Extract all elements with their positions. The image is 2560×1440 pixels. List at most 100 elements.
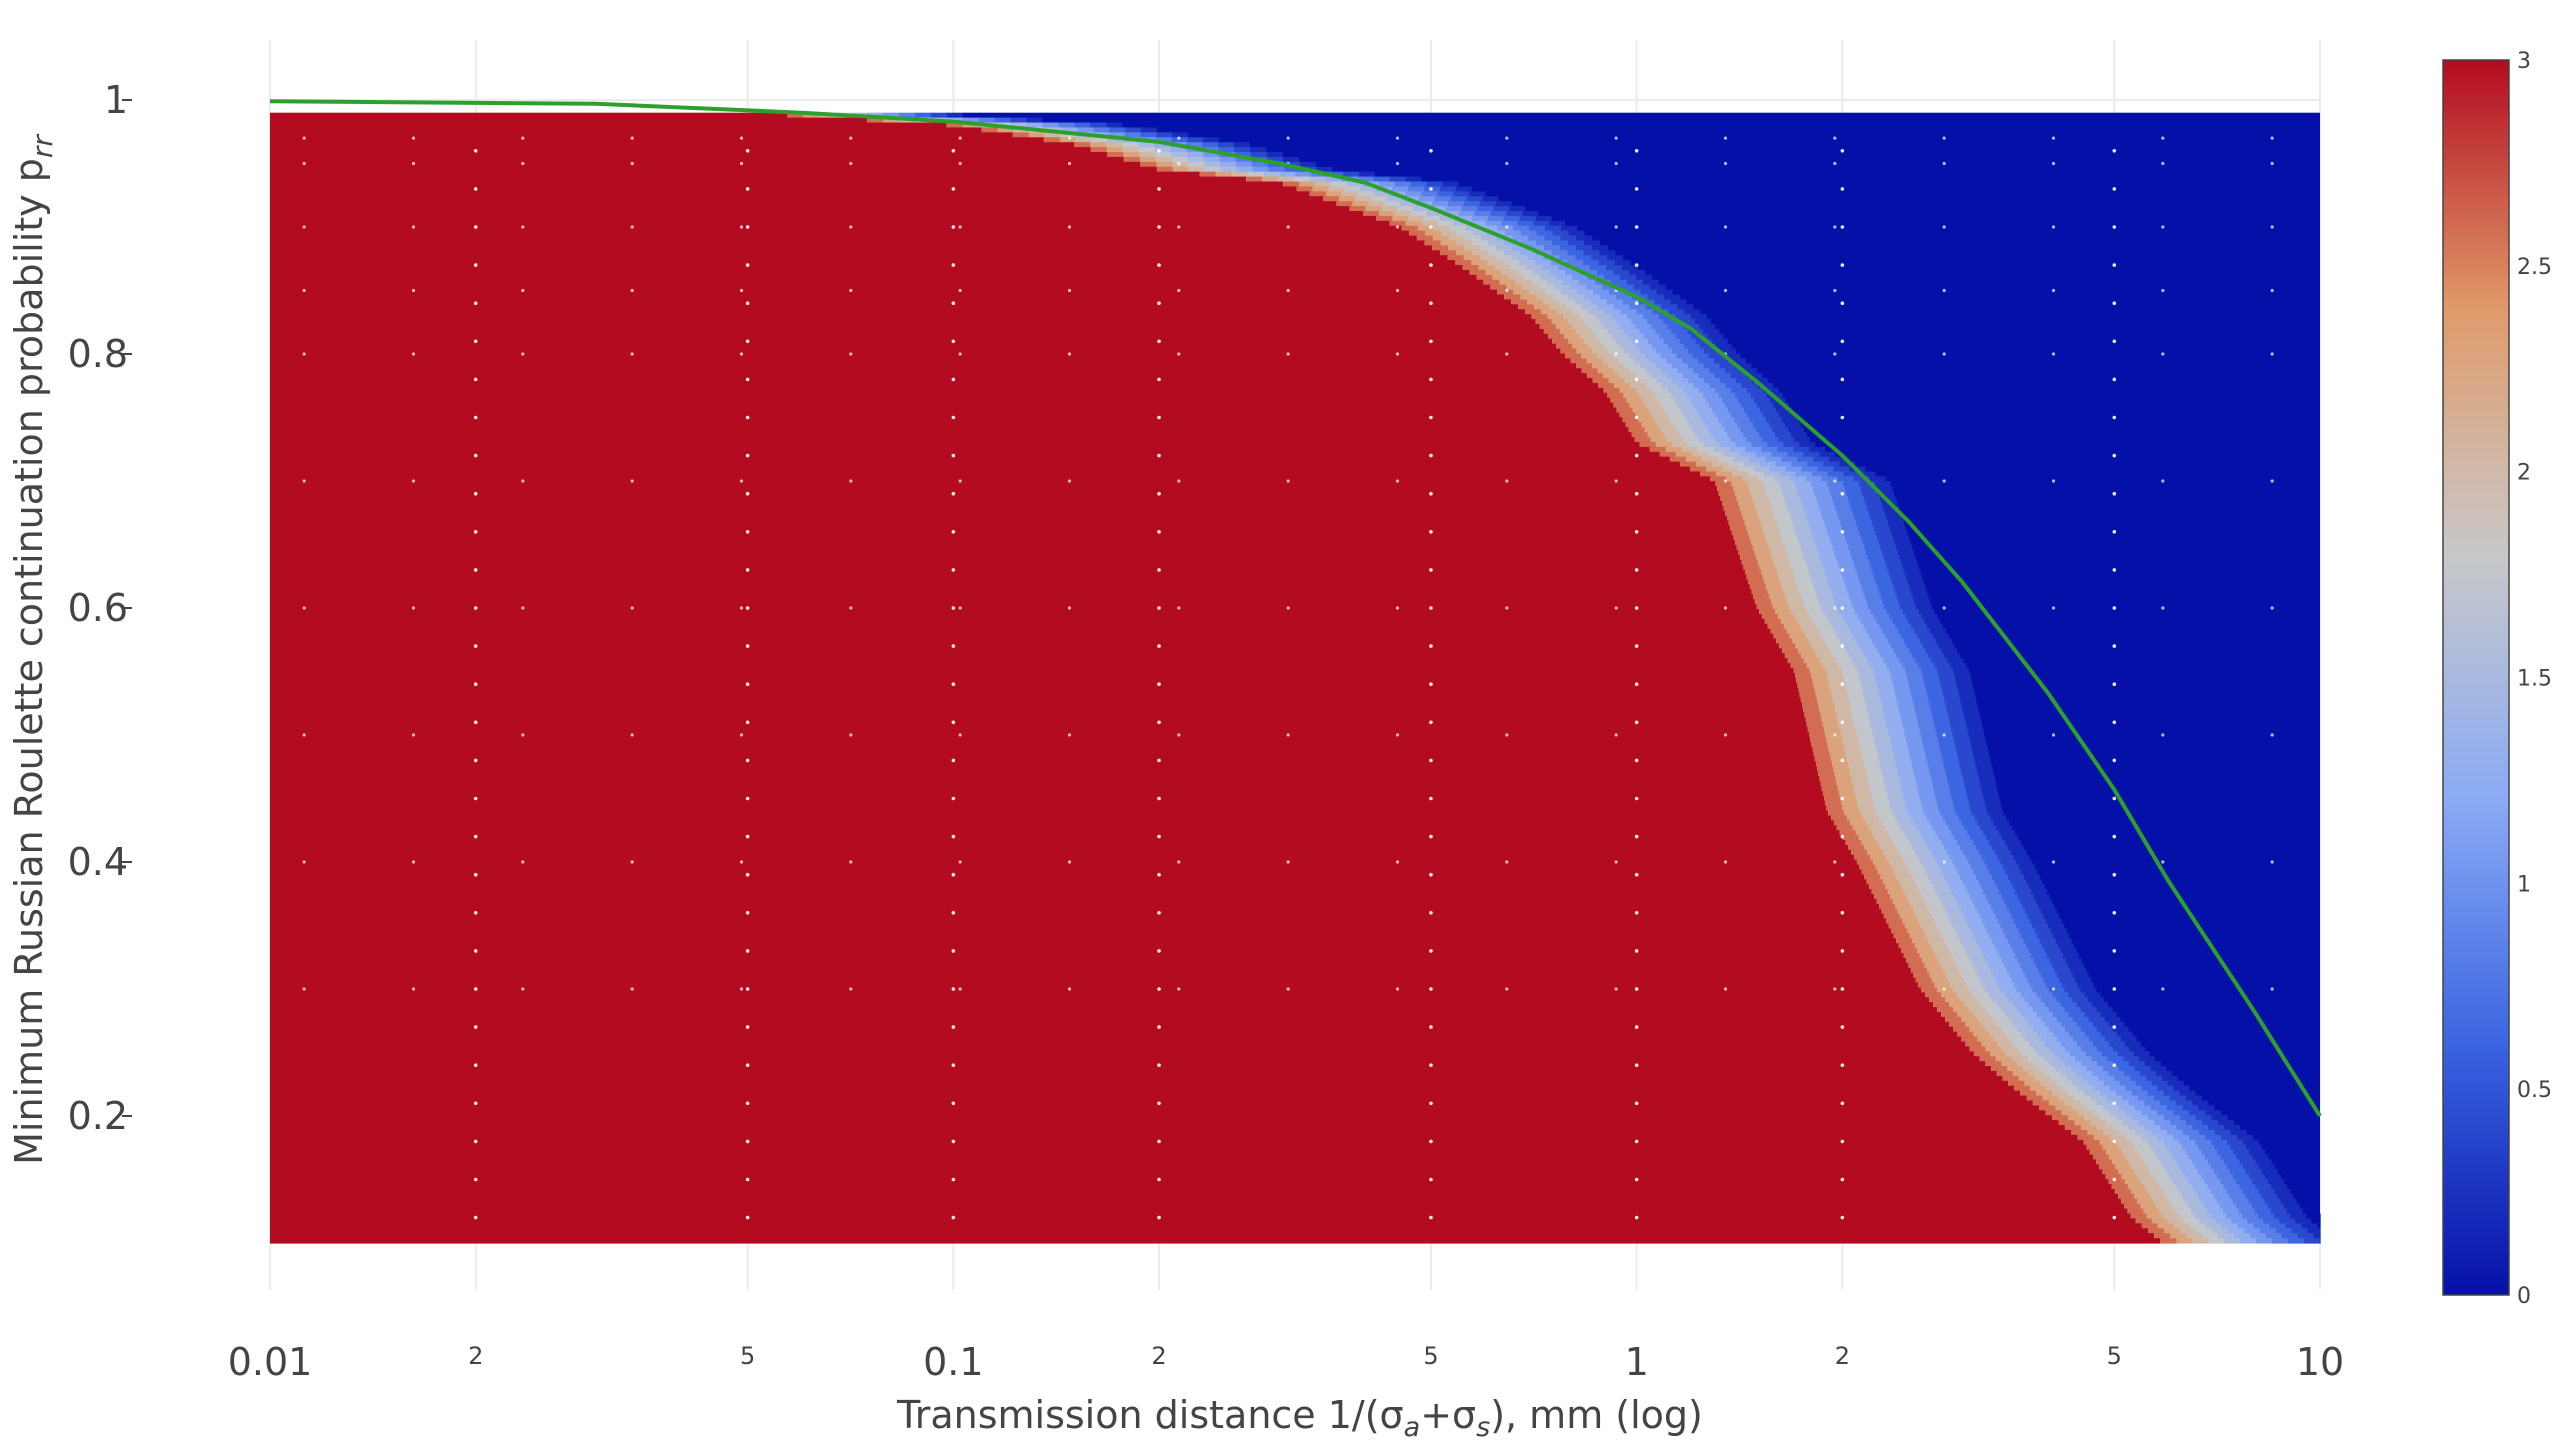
heatmap-cell xyxy=(1043,137,1061,143)
heatmap-cell xyxy=(1791,432,1808,438)
heatmap-cell xyxy=(1862,491,1879,497)
heatmap-cell xyxy=(2069,933,2086,939)
heatmap-row xyxy=(270,658,2320,664)
heatmap-cell xyxy=(1799,589,1816,595)
heatmap-cell xyxy=(1763,481,1780,487)
grid-dot xyxy=(1157,263,1161,267)
heatmap-cell xyxy=(270,584,1750,590)
heatmap-cell xyxy=(2123,1056,2140,1062)
heatmap-cell xyxy=(2307,1228,2321,1234)
grid-dot xyxy=(1723,733,1728,737)
heatmap-row xyxy=(270,432,2320,438)
heatmap-cell xyxy=(270,967,1911,974)
heatmap-cell xyxy=(1903,953,1921,959)
heatmap-cell xyxy=(1919,795,1937,802)
heatmap-cell xyxy=(1912,874,1929,880)
heatmap-cell xyxy=(2271,1184,2288,1190)
heatmap-cell xyxy=(2173,1134,2190,1141)
heatmap-cell xyxy=(2028,1002,2046,1008)
heatmap-cell xyxy=(1440,215,1457,222)
heatmap-cell xyxy=(1829,456,1846,463)
grid-dot xyxy=(1614,225,1618,229)
heatmap-cell xyxy=(1997,982,2015,989)
heatmap-cell xyxy=(2081,1046,2098,1052)
heatmap-cell xyxy=(2076,948,2093,954)
heatmap-cell xyxy=(1681,446,1699,453)
heatmap-cell xyxy=(1948,948,1966,954)
heatmap-cell xyxy=(1983,795,2001,802)
heatmap-cell xyxy=(1567,215,2320,222)
heatmap-cell xyxy=(2274,1164,2292,1170)
heatmap-cell xyxy=(1235,137,2320,143)
heatmap-cell xyxy=(1816,496,1833,502)
heatmap-cell xyxy=(2045,982,2063,989)
heatmap-cell xyxy=(1676,427,1693,433)
heatmap-cell xyxy=(2077,1134,2095,1141)
heatmap-cell xyxy=(2246,1129,2264,1136)
heatmap-cell xyxy=(1752,545,1770,551)
heatmap-cell xyxy=(1930,707,1948,713)
heatmap-cell xyxy=(2048,1100,2066,1106)
heatmap-cell xyxy=(1778,525,1795,532)
heatmap-cell xyxy=(1657,422,1674,428)
heatmap-cell xyxy=(2013,982,2031,989)
heatmap-cell xyxy=(1953,957,1971,964)
heatmap-cell xyxy=(1985,805,2003,812)
heatmap-cell xyxy=(2042,1095,2059,1102)
heatmap-cell xyxy=(1651,343,1669,350)
heatmap-cell xyxy=(1837,476,1855,482)
heatmap-cell xyxy=(1874,894,1891,900)
heatmap-cell xyxy=(1410,181,1428,188)
grid-dot xyxy=(1157,1139,1161,1144)
heatmap-cell xyxy=(1951,795,1969,802)
heatmap-cell xyxy=(2088,1080,2105,1087)
heatmap-cell xyxy=(1389,176,1407,183)
heatmap-cell xyxy=(1263,171,1280,178)
heatmap-cell xyxy=(1870,663,1887,669)
grid-dot xyxy=(1157,644,1161,648)
heatmap-cell xyxy=(2111,1184,2129,1190)
heatmap-row xyxy=(270,1125,2320,1131)
heatmap-cell xyxy=(1010,122,1027,129)
heatmap-cell xyxy=(2049,1061,2066,1067)
heatmap-row xyxy=(270,717,2320,723)
heatmap-cell xyxy=(270,957,1906,964)
heatmap-cell xyxy=(1448,235,1466,242)
heatmap-cell xyxy=(2008,1080,2025,1087)
heatmap-cell xyxy=(1740,402,1758,409)
heatmap-cell xyxy=(1499,279,1516,286)
heatmap-cell xyxy=(1581,353,1598,360)
heatmap-cell xyxy=(1903,889,1921,895)
heatmap-cell xyxy=(1613,368,1630,374)
heatmap-cell xyxy=(1785,397,1803,404)
heatmap-cell xyxy=(270,756,1815,762)
heatmap-cell xyxy=(1940,962,1957,969)
heatmap-cell xyxy=(2042,849,2320,856)
heatmap-cell xyxy=(2299,1203,2317,1210)
grid-dot xyxy=(951,796,956,801)
heatmap-cell xyxy=(1848,697,1866,704)
heatmap-cell xyxy=(2128,1125,2146,1131)
heatmap-cell xyxy=(1636,343,1653,350)
heatmap-cell xyxy=(1504,294,1521,301)
series-line xyxy=(269,99,2322,1118)
heatmap-cell xyxy=(1090,122,1107,129)
heatmap-cell xyxy=(2216,1198,2234,1205)
heatmap-cell xyxy=(1581,368,1599,374)
heatmap-cell xyxy=(1044,132,1062,138)
heatmap-cell xyxy=(1801,594,1818,600)
heatmap-cell xyxy=(2293,1193,2310,1200)
x-tick-label-major: 10 xyxy=(2296,1340,2344,1384)
heatmap-cell xyxy=(1980,825,1997,831)
heatmap-cell xyxy=(1883,913,1901,920)
heatmap-cell xyxy=(1910,815,1928,821)
heatmap-cell xyxy=(1865,466,1882,473)
heatmap-cell xyxy=(1595,314,1612,320)
heatmap-cell xyxy=(1973,648,2320,654)
heatmap-cell xyxy=(1938,805,1955,812)
heatmap-cell xyxy=(1683,412,1700,418)
heatmap-row xyxy=(270,491,2320,497)
heatmap-cell xyxy=(1884,712,1901,718)
heatmap-cell xyxy=(2253,1223,2271,1229)
heatmap-cell xyxy=(1981,1021,1998,1028)
